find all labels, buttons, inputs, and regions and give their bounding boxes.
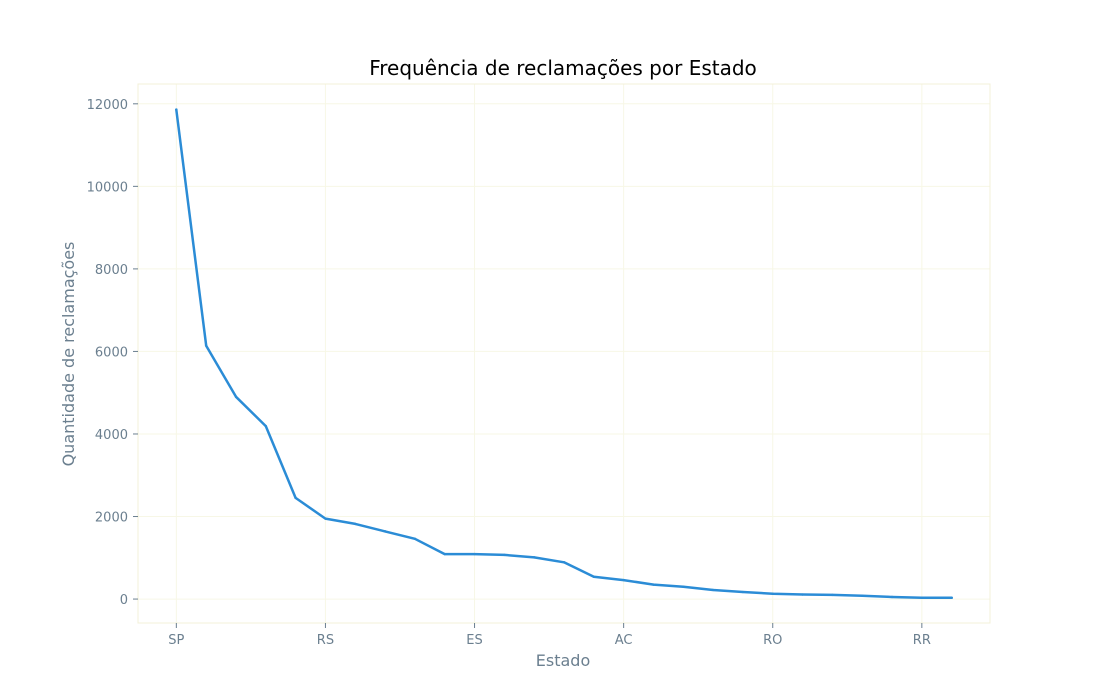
data-point (204, 344, 208, 347)
data-point (592, 575, 596, 578)
chart-title: Frequência de reclamações por Estado (369, 56, 757, 80)
data-point (652, 583, 655, 586)
y-tick-label: 12000 (87, 98, 128, 113)
data-point (861, 594, 864, 597)
data-point (264, 424, 267, 428)
data-point (741, 590, 745, 594)
grid (138, 84, 990, 623)
data-point (890, 595, 894, 599)
data-point (682, 585, 685, 588)
data-point (920, 596, 924, 600)
data-point (771, 592, 774, 595)
y-tick-label: 0 (120, 593, 128, 608)
data-point (831, 593, 834, 597)
x-tick-label: RS (317, 633, 334, 648)
x-tick-label: ES (466, 633, 482, 648)
y-tick-label: 6000 (95, 345, 128, 360)
x-axis-label: Estado (536, 651, 590, 670)
x-tick-label: RO (763, 633, 782, 648)
data-point (801, 593, 804, 596)
data-point (622, 578, 625, 582)
y-tick-label: 8000 (95, 263, 128, 278)
data-point (503, 553, 506, 557)
data-point (562, 561, 566, 564)
x-tick-label: AC (615, 633, 633, 648)
x-tick-label: RR (913, 633, 931, 648)
series-layer (175, 108, 953, 600)
data-point (175, 108, 178, 111)
data-point (234, 395, 238, 399)
y-axis-ticks: 0 2000 4000 6000 8000 10000 12000 (87, 98, 138, 608)
data-point (354, 522, 357, 526)
plot-frame (137, 83, 991, 624)
y-axis-label: Quantidade de reclamações (59, 242, 78, 467)
data-point (294, 496, 297, 500)
data-point (711, 588, 715, 592)
data-point (383, 530, 387, 533)
y-tick-label: 10000 (87, 180, 128, 195)
series-line (175, 108, 953, 600)
y-tick-label: 4000 (95, 428, 128, 443)
data-point (443, 552, 446, 556)
data-point (473, 552, 476, 556)
x-axis-ticks: SP RS ES AC RO RR (168, 623, 931, 648)
data-point (950, 596, 953, 600)
y-tick-label: 2000 (95, 511, 128, 526)
data-point (413, 537, 417, 541)
data-point (532, 556, 536, 559)
x-tick-label: SP (168, 633, 184, 648)
data-point (324, 517, 327, 520)
